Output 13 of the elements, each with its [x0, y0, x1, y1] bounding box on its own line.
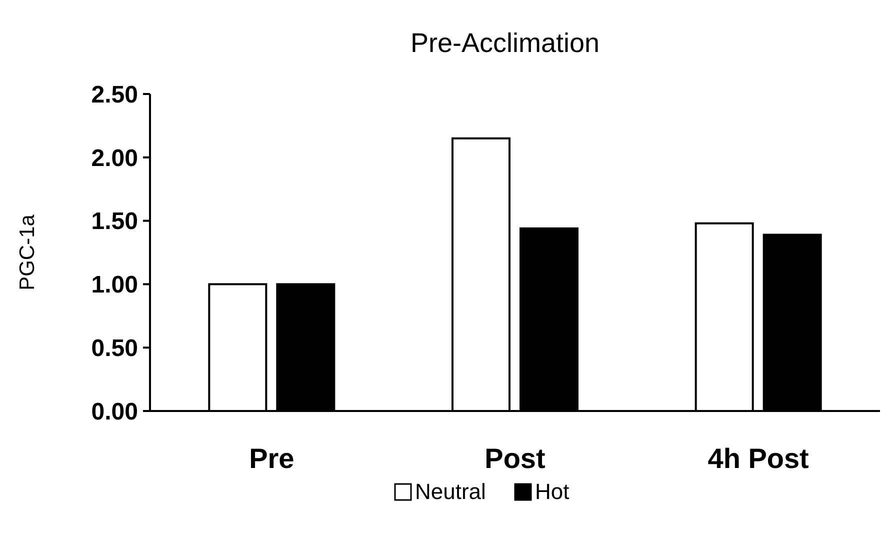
y-tick-label: 2.00: [91, 144, 138, 172]
y-tick-label: 0.00: [91, 398, 138, 426]
y-tick-label: 2.50: [91, 81, 138, 108]
y-tick-label: 0.50: [91, 335, 138, 362]
y-tick-label: 1.50: [91, 208, 138, 236]
y-tick-label: 1.00: [91, 272, 138, 299]
x-tick-label: Pre: [249, 443, 294, 474]
y-axis-title: PGC-1a: [16, 214, 39, 290]
legend-label: Neutral: [415, 479, 486, 504]
legend-label: Hot: [535, 479, 570, 504]
chart-title: Pre-Acclimation: [410, 28, 600, 58]
x-tick-label: Post: [484, 443, 546, 474]
x-tick-label: 4h Post: [708, 443, 809, 474]
